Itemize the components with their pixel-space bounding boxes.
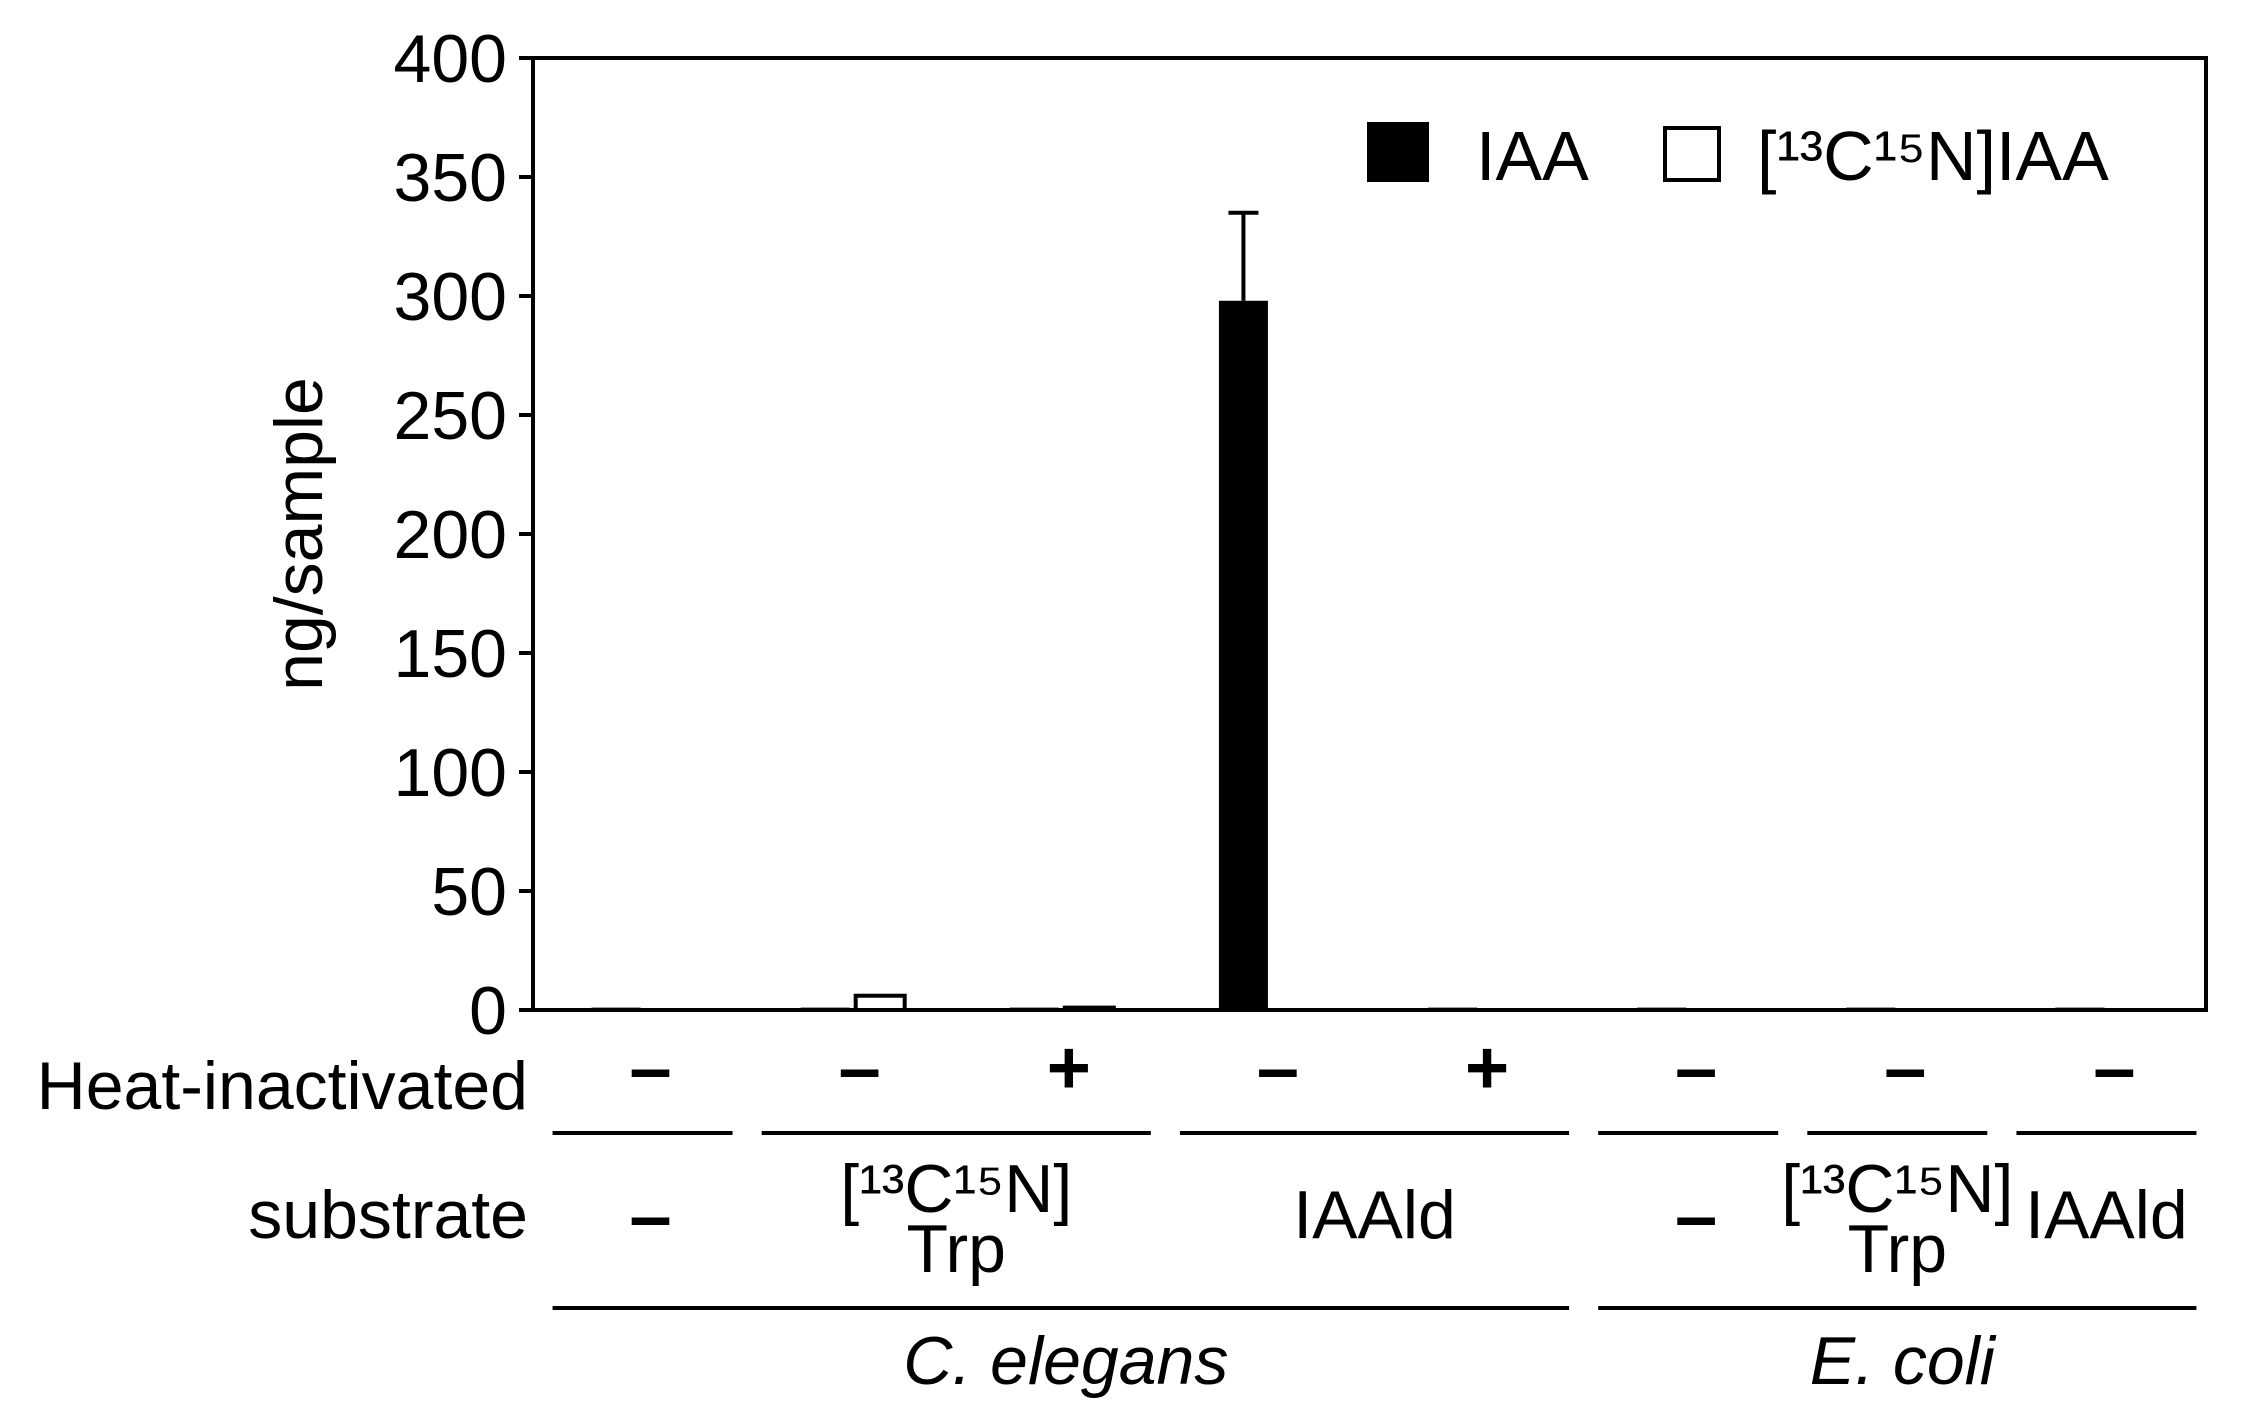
substrate-label-line: Trp (907, 1211, 1006, 1287)
y-tick-label: 50 (431, 854, 507, 930)
heat-inactivated-signs: – – + – + – – – (629, 1026, 2135, 1111)
legend: IAA [¹³C¹⁵N]IAA (1367, 117, 2109, 195)
substrate-label: – (629, 1174, 671, 1259)
substrate-label: – (1675, 1174, 1717, 1259)
legend-swatch-labeled-iaa (1663, 126, 1721, 182)
substrate-label-line: [¹³C¹⁵N] (840, 1151, 1072, 1227)
y-tick-label: 400 (394, 21, 507, 97)
y-tick-label: 200 (394, 497, 507, 573)
substrate-label: IAAld (1293, 1177, 1456, 1253)
y-tick-label: 150 (394, 616, 507, 692)
legend-label-labeled-iaa: [¹³C¹⁵N]IAA (1757, 117, 2109, 195)
heat-inactivated-sign: – (1884, 1026, 1926, 1111)
heat-inactivated-sign: – (2093, 1026, 2135, 1111)
substrate-row-label: substrate (248, 1177, 528, 1253)
organism-label: C. elegans (903, 1323, 1228, 1399)
bars (591, 210, 2105, 1012)
legend-swatch-iaa (1367, 122, 1429, 182)
substrate-label: IAAld (2025, 1177, 2188, 1253)
y-tick-label: 250 (394, 378, 507, 454)
bar-labeled-iaa (853, 993, 907, 1012)
substrate-label-line: [¹³C¹⁵N] (1781, 1151, 2013, 1227)
y-axis-label: ng/sample (261, 377, 337, 691)
y-tick-label: 350 (394, 140, 507, 216)
heat-inactivated-sign: – (839, 1026, 881, 1111)
bar-iaa (1218, 300, 1268, 1010)
y-axis-ticks: 0 50 100 150 200 250 300 350 400 (394, 21, 533, 1049)
heat-inactivated-sign: – (629, 1026, 671, 1111)
heat-inactivated-sign: – (1675, 1026, 1717, 1111)
heat-inactivated-sign: – (1257, 1026, 1299, 1111)
substrate-label-line: Trp (1848, 1211, 1947, 1287)
plot-frame (531, 56, 2208, 1012)
organism-labels: C. elegans E. coli (903, 1323, 1997, 1399)
y-tick-label: 100 (394, 735, 507, 811)
y-tick-label: 300 (394, 259, 507, 335)
heat-inactivated-sign: + (1047, 1026, 1091, 1111)
substrate-labels: – [¹³C¹⁵N]Trp IAAld – [¹³C¹⁵N]Trp IAAld (629, 1151, 2187, 1287)
heat-inactivated-row-label: Heat-inactivated (37, 1048, 528, 1124)
organism-label: E. coli (1810, 1323, 1997, 1399)
legend-label-iaa: IAA (1476, 117, 1589, 195)
y-tick-label: 0 (469, 973, 507, 1049)
heat-inactivated-sign: + (1465, 1026, 1509, 1111)
